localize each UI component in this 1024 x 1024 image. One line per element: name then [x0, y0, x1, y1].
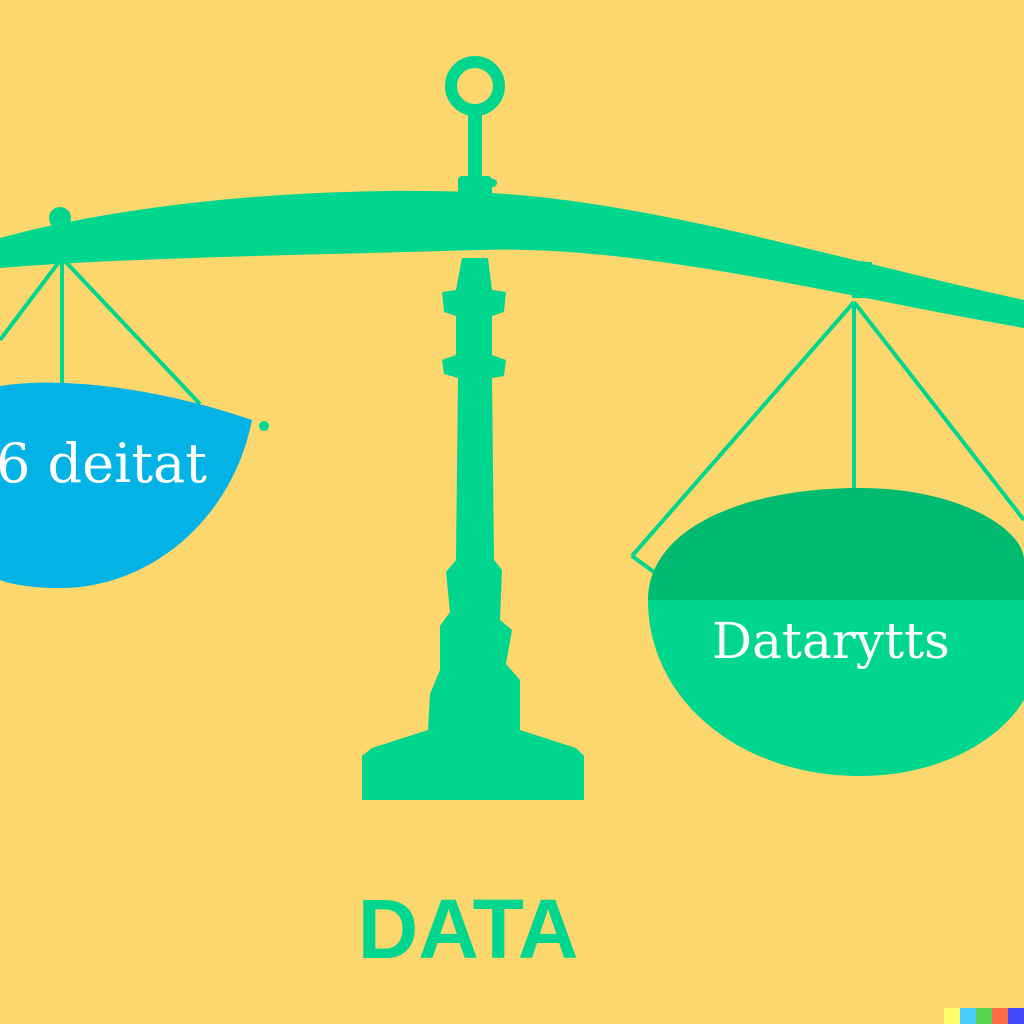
- watermark-strip: [944, 1008, 1024, 1024]
- right-pan-strings: [630, 300, 1024, 574]
- scale-pillar: [362, 258, 584, 800]
- bottom-caption: DATA: [358, 882, 579, 976]
- right-pan-label: Datarytts: [712, 612, 950, 670]
- scale-top-ring: [445, 56, 505, 196]
- left-pan-strings: [0, 256, 202, 406]
- left-pan: [0, 382, 252, 588]
- scale-beam: [0, 190, 1024, 328]
- right-pan: [648, 488, 1024, 776]
- left-pan-label: 6 deitat: [0, 432, 207, 495]
- left-pan-dot: [259, 421, 269, 431]
